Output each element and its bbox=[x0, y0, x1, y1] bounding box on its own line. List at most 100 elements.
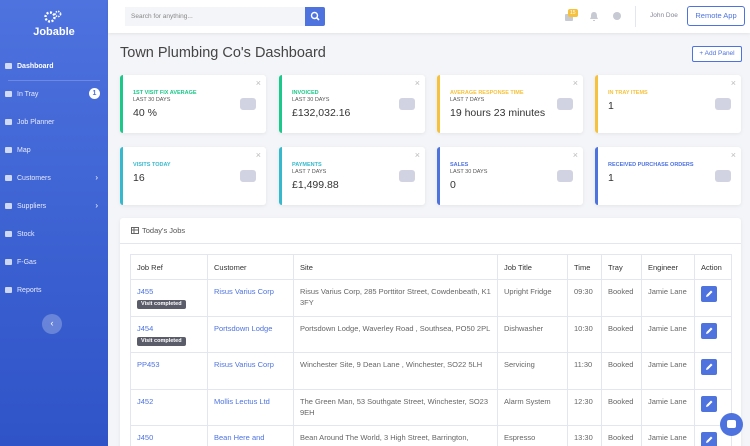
job-title: Alarm System bbox=[497, 388, 568, 426]
close-button[interactable]: × bbox=[730, 78, 736, 88]
customer-link[interactable]: Risus Varius Corp bbox=[214, 360, 274, 369]
card-label: Payments bbox=[292, 162, 322, 168]
nav-label: Job Planner bbox=[17, 118, 55, 126]
close-button[interactable]: × bbox=[730, 150, 736, 160]
nav-item[interactable]: Dashboard bbox=[0, 56, 108, 76]
card-value: 40 % bbox=[133, 107, 157, 119]
nav-item[interactable]: In Tray 1 bbox=[0, 84, 108, 104]
nav-label: F-Gas bbox=[17, 258, 37, 266]
card-value: 0 bbox=[450, 179, 456, 191]
chat-button[interactable] bbox=[720, 413, 743, 436]
close-button[interactable]: × bbox=[572, 150, 578, 160]
job-ref-cell: J452 bbox=[130, 388, 208, 426]
site: Risus Varius Corp, 285 Porttitor Street,… bbox=[293, 279, 498, 317]
job-ref-cell: J450 bbox=[130, 425, 208, 446]
job-ref[interactable]: J452 bbox=[137, 396, 154, 406]
status-badge: Visit completed bbox=[137, 300, 186, 309]
collapse-button[interactable]: ‹ bbox=[42, 314, 62, 334]
action-cell bbox=[694, 315, 732, 353]
status-badge: Visit completed bbox=[137, 336, 186, 346]
site: The Green Man, 53 Southgate Street, Winc… bbox=[293, 388, 498, 426]
nav-label: Suppliers bbox=[17, 202, 47, 210]
search-button[interactable] bbox=[305, 7, 325, 26]
edit-button[interactable] bbox=[701, 395, 717, 412]
card-period: Last 7 Days bbox=[292, 169, 327, 175]
card-period: Last 7 Days bbox=[450, 97, 485, 103]
tray: Booked bbox=[601, 425, 642, 446]
action-cell bbox=[694, 279, 732, 317]
nav-icon bbox=[5, 259, 12, 265]
action-cell bbox=[694, 352, 732, 390]
card-value: £132,032.16 bbox=[292, 107, 351, 119]
customer-link[interactable]: Bean Here and bbox=[214, 433, 265, 442]
add-panel-button[interactable]: + Add Panel bbox=[692, 46, 742, 62]
bell-icon[interactable] bbox=[589, 11, 599, 22]
nav-icon bbox=[5, 203, 12, 209]
engineer: Jamie Lane bbox=[641, 279, 695, 317]
site: Winchester Site, 9 Dean Lane , Wincheste… bbox=[293, 352, 498, 390]
job-ref[interactable]: J454 bbox=[137, 323, 154, 333]
job-ref[interactable]: J455 bbox=[137, 287, 154, 296]
nav-item[interactable]: Suppliers › bbox=[0, 196, 108, 216]
card-label: Invoiced bbox=[292, 90, 319, 96]
remote-app-button[interactable]: Remote App bbox=[687, 6, 745, 26]
topbar: Search for anything... 15 John Doe Remot… bbox=[108, 0, 750, 33]
nav-icon bbox=[5, 231, 12, 237]
engineer: Jamie Lane bbox=[641, 388, 695, 426]
close-button[interactable]: × bbox=[572, 78, 578, 88]
nav-label: Map bbox=[17, 146, 31, 154]
card-label: 1st Visit Fix Average bbox=[133, 90, 197, 96]
close-button[interactable]: × bbox=[414, 150, 420, 160]
time: 12:30 bbox=[567, 388, 602, 426]
job-ref[interactable]: PP453 bbox=[137, 360, 160, 369]
edit-button[interactable] bbox=[701, 432, 717, 446]
sidebar: Jobable Dashboard In Tray 1 Job Planner Map C… bbox=[0, 0, 108, 446]
divider bbox=[635, 6, 636, 27]
card-label: Received Purchase Orders bbox=[608, 162, 694, 168]
column-header: Customer bbox=[207, 254, 294, 280]
customer-cell: Risus Varius Corp bbox=[207, 279, 294, 317]
close-button[interactable]: × bbox=[414, 78, 420, 88]
notification-badge: 15 bbox=[568, 9, 578, 17]
card-value: 1 bbox=[608, 100, 614, 112]
nav-item[interactable]: Reports bbox=[0, 280, 108, 300]
card-label: In Tray Items bbox=[608, 90, 648, 96]
customer-cell: Bean Here and bbox=[207, 425, 294, 446]
nav-item[interactable]: F-Gas bbox=[0, 252, 108, 272]
customer-link[interactable]: Portsdown Lodge bbox=[214, 323, 273, 333]
tray: Booked bbox=[601, 279, 642, 317]
stat-card: Sales Last 30 Days 0 × bbox=[437, 147, 583, 205]
nav-item[interactable]: Map bbox=[0, 140, 108, 160]
card-period: Last 30 Days bbox=[133, 97, 171, 103]
job-row: J450 Bean Here and Bean Around The World, … bbox=[130, 425, 732, 446]
card-label: Average Response Time bbox=[450, 90, 524, 96]
nav-icon bbox=[5, 119, 12, 125]
brand: Jobable bbox=[33, 26, 75, 38]
customer-cell: Risus Varius Corp bbox=[207, 352, 294, 390]
edit-button[interactable] bbox=[701, 286, 717, 302]
customer-link[interactable]: Mollis Lectus Ltd bbox=[214, 396, 270, 406]
search-input[interactable]: Search for anything... bbox=[125, 7, 305, 26]
close-button[interactable]: × bbox=[255, 150, 261, 160]
nav-label: In Tray bbox=[17, 90, 39, 98]
nav-icon bbox=[5, 63, 12, 69]
edit-button[interactable] bbox=[701, 359, 717, 375]
close-button[interactable]: × bbox=[255, 78, 261, 88]
card-label: Visits Today bbox=[133, 162, 171, 168]
nav-label: Customers bbox=[17, 174, 51, 182]
nav-icon bbox=[5, 287, 12, 293]
column-header: Action bbox=[694, 254, 732, 280]
user-name[interactable]: John Doe bbox=[650, 12, 678, 19]
card-icon bbox=[397, 95, 417, 113]
time: 09:30 bbox=[567, 279, 602, 317]
nav-item[interactable]: Job Planner bbox=[0, 112, 108, 132]
customer-link[interactable]: Risus Varius Corp bbox=[214, 287, 274, 296]
job-title: Upright Fridge bbox=[497, 279, 568, 317]
nav-item[interactable]: Stock bbox=[0, 224, 108, 244]
nav-label: Stock bbox=[17, 230, 35, 238]
help-icon[interactable] bbox=[612, 11, 622, 21]
edit-button[interactable] bbox=[701, 322, 717, 339]
job-ref[interactable]: J450 bbox=[137, 433, 154, 442]
nav-item[interactable]: Customers › bbox=[0, 168, 108, 188]
